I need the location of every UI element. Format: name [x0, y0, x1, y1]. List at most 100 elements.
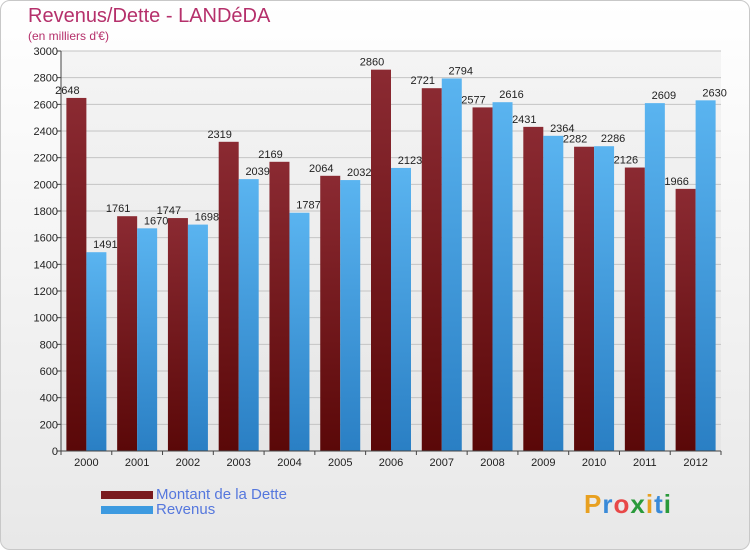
logo-letter: r — [602, 489, 614, 519]
legend-label-revenus: Revenus — [156, 501, 216, 518]
logo-letter: P — [584, 489, 603, 519]
legend-swatch-revenus — [101, 506, 153, 514]
bar-dette-2012 — [675, 188, 696, 451]
x-tick-label: 2007 — [430, 457, 454, 469]
x-tick-label: 2008 — [480, 457, 504, 469]
bar-revenus-2000 — [86, 252, 107, 451]
x-tick-label: 2006 — [379, 457, 403, 469]
bar-dette-2004 — [269, 161, 290, 452]
data-label-dette-2011: 2126 — [614, 155, 638, 167]
data-label-dette-2002: 1747 — [157, 205, 181, 217]
bar-dette-2005 — [320, 175, 341, 452]
data-label-revenus-2000: 1491 — [93, 239, 117, 251]
data-label-revenus-2002: 1698 — [195, 212, 219, 224]
bar-revenus-2011 — [644, 103, 665, 451]
x-tick-label: 2003 — [226, 457, 250, 469]
data-label-dette-2009: 2431 — [512, 114, 536, 126]
data-label-revenus-2005: 2032 — [347, 167, 371, 179]
x-tick-label: 2010 — [582, 457, 606, 469]
chart-subtitle: (en milliers d'€) — [28, 29, 109, 43]
y-tick-label: 2000 — [34, 179, 58, 191]
y-tick-label: 2800 — [34, 73, 58, 85]
bar-dette-2000 — [66, 97, 87, 451]
x-tick-label: 2005 — [328, 457, 352, 469]
y-tick-label: 1800 — [34, 206, 58, 218]
x-tick-label: 2012 — [683, 457, 707, 469]
x-tick-label: 2011 — [633, 457, 657, 469]
y-axis: 0 200 400 600 800 1000 1200 1400 1600 1800 2000 220… — [34, 46, 62, 458]
y-tick-label: 2600 — [34, 99, 58, 111]
bar-revenus-2012 — [695, 100, 716, 451]
logo-letter: i — [645, 489, 655, 519]
bar-dette-2008 — [472, 107, 493, 452]
legend-swatch-dette — [101, 491, 153, 499]
data-label-revenus-2012: 2630 — [702, 87, 726, 99]
data-label-dette-2010: 2282 — [563, 134, 587, 146]
y-tick-label: 1400 — [34, 259, 58, 271]
y-tick-label: 200 — [40, 419, 58, 431]
data-label-revenus-2008: 2616 — [499, 89, 523, 101]
logo-letter: o — [613, 489, 631, 519]
y-tick-label: 0 — [52, 446, 58, 458]
logo-letter: i — [663, 489, 672, 519]
logo-letter: t — [654, 489, 664, 519]
logo-letter: x — [630, 489, 646, 519]
data-label-dette-2012: 1966 — [664, 176, 688, 188]
bar-dette-2001 — [117, 216, 138, 451]
y-tick-label: 3000 — [34, 46, 58, 58]
bar-revenus-2005 — [340, 180, 361, 452]
data-label-dette-2007: 2721 — [411, 75, 435, 87]
bar-revenus-2010 — [594, 146, 615, 451]
bar-dette-2009 — [523, 126, 544, 451]
y-tick-label: 1000 — [34, 313, 58, 325]
legend-label-dette: Montant de la Dette — [156, 486, 287, 503]
bar-revenus-2007 — [441, 78, 462, 451]
y-tick-label: 2200 — [34, 153, 58, 165]
data-label-revenus-2006: 2123 — [398, 155, 422, 167]
x-tick-label: 2004 — [277, 457, 301, 469]
y-tick-label: 800 — [40, 339, 58, 351]
y-tick-label: 1600 — [34, 233, 58, 245]
bar-dette-2003 — [218, 141, 239, 452]
proxiti-logo: Proxiti — [584, 489, 672, 520]
bar-revenus-2009 — [543, 135, 564, 452]
x-tick-label: 2001 — [125, 457, 149, 469]
data-label-revenus-2001: 1670 — [144, 215, 168, 227]
data-label-dette-2003: 2319 — [207, 129, 231, 141]
bar-revenus-2003 — [238, 179, 259, 451]
data-label-revenus-2007: 2794 — [449, 65, 473, 77]
data-label-revenus-2010: 2286 — [601, 133, 625, 145]
data-label-dette-2004: 2169 — [258, 149, 282, 161]
x-tick-label: 2009 — [531, 457, 555, 469]
bar-dette-2006 — [371, 69, 391, 452]
x-tick-label: 2002 — [176, 457, 200, 469]
chart-title: Revenus/Dette - LANDéDA — [28, 5, 271, 27]
data-label-revenus-2011: 2609 — [652, 90, 676, 102]
data-label-revenus-2004: 1787 — [296, 200, 320, 212]
data-label-dette-2005: 2064 — [309, 163, 333, 175]
data-label-dette-2000: 2648 — [55, 85, 79, 97]
y-tick-label: 1200 — [34, 286, 58, 298]
data-label-revenus-2003: 2039 — [245, 166, 269, 178]
bar-revenus-2008 — [492, 102, 513, 451]
y-tick-label: 600 — [40, 366, 58, 378]
y-tick-label: 2400 — [34, 126, 58, 138]
x-axis: 2000 2001 2002 2003 2004 2005 2006 2007 2008 2009… — [60, 450, 722, 469]
bar-revenus-2002 — [187, 224, 208, 451]
bar-revenus-2006 — [391, 167, 411, 451]
bar-dette-2010 — [574, 146, 595, 451]
bar-revenus-2004 — [289, 212, 310, 451]
data-label-dette-2001: 1761 — [106, 203, 130, 215]
bar-revenus-2001 — [137, 228, 158, 451]
data-label-dette-2008: 2577 — [461, 94, 485, 106]
y-tick-label: 400 — [40, 393, 58, 405]
bar-dette-2011 — [624, 167, 645, 452]
data-label-dette-2006: 2860 — [360, 57, 384, 69]
bar-dette-2007 — [421, 88, 442, 451]
bar-dette-2002 — [167, 218, 188, 451]
x-tick-label: 2000 — [74, 457, 98, 469]
data-label-revenus-2009: 2364 — [550, 123, 574, 135]
